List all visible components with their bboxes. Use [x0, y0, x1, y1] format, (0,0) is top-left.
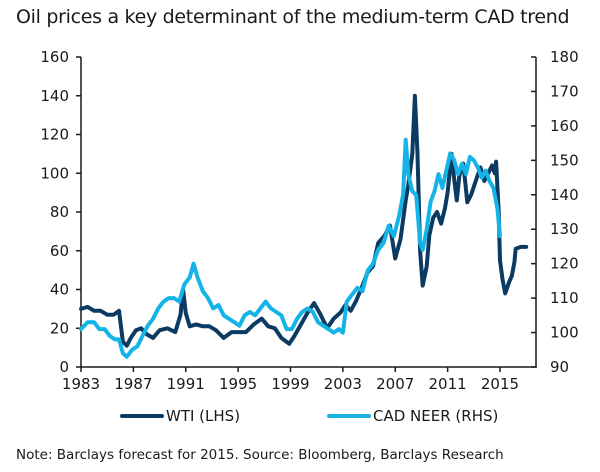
x-tick-label: 2007: [376, 375, 414, 393]
x-tick-label: 2011: [429, 375, 467, 393]
right-tick-label: 150: [550, 151, 579, 169]
right-tick-label: 170: [550, 82, 579, 100]
right-tick-label: 180: [550, 48, 579, 66]
left-tick-label: 160: [40, 48, 69, 66]
left-tick-label: 100: [40, 164, 69, 182]
x-tick-label: 2015: [481, 375, 519, 393]
x-tick-label: 1991: [167, 375, 205, 393]
right-axis-ticks: 90 100 110 120 130 140 150 160 170 180: [531, 48, 579, 376]
left-tick-label: 0: [59, 358, 69, 376]
x-tick-label: 1983: [62, 375, 100, 393]
legend-item-wti: WTI (LHS): [120, 407, 240, 425]
right-tick-label: 120: [550, 255, 579, 273]
left-tick-label: 40: [50, 281, 69, 299]
axes: [80, 57, 537, 368]
left-tick-label: 120: [40, 126, 69, 144]
x-tick-label: 2003: [324, 375, 362, 393]
right-tick-label: 110: [550, 289, 579, 307]
left-tick-label: 20: [50, 319, 69, 337]
left-tick-label: 140: [40, 87, 69, 105]
x-tick-label: 1987: [114, 375, 152, 393]
legend: WTI (LHS) CAD NEER (RHS): [0, 407, 600, 431]
legend-item-cad-neer: CAD NEER (RHS): [327, 407, 498, 425]
left-axis-ticks: 0 20 40 60 80 100 120 140 160: [40, 48, 81, 376]
legend-label-wti: WTI (LHS): [166, 407, 241, 425]
right-tick-label: 130: [550, 220, 579, 238]
right-tick-label: 160: [550, 117, 579, 135]
chart: 0 20 40 60 80 100 120 140 160 90 100 110 120 130 140 1…: [40, 48, 579, 393]
legend-label-cad-neer: CAD NEER (RHS): [373, 407, 499, 425]
series-line-wti: [79, 93, 529, 348]
legend-swatch-cad-neer: [327, 414, 371, 418]
right-tick-label: 140: [550, 186, 579, 204]
right-tick-label: 90: [550, 358, 569, 376]
x-tick-label: 1995: [219, 375, 257, 393]
chart-title: Oil prices a key determinant of the medi…: [16, 6, 570, 28]
right-tick-label: 100: [550, 324, 579, 342]
source-note: Note: Barclays forecast for 2015. Source…: [16, 447, 504, 463]
series-layer: [79, 93, 529, 359]
left-tick-label: 60: [50, 242, 69, 260]
x-axis-ticks: 1983 1987 1991 1995 1999 2003 2007 2011 2015: [62, 367, 519, 393]
legend-swatch-wti: [120, 414, 164, 418]
x-tick-label: 1999: [271, 375, 309, 393]
left-tick-label: 80: [50, 203, 69, 221]
series-line-cad-neer: [79, 137, 502, 359]
